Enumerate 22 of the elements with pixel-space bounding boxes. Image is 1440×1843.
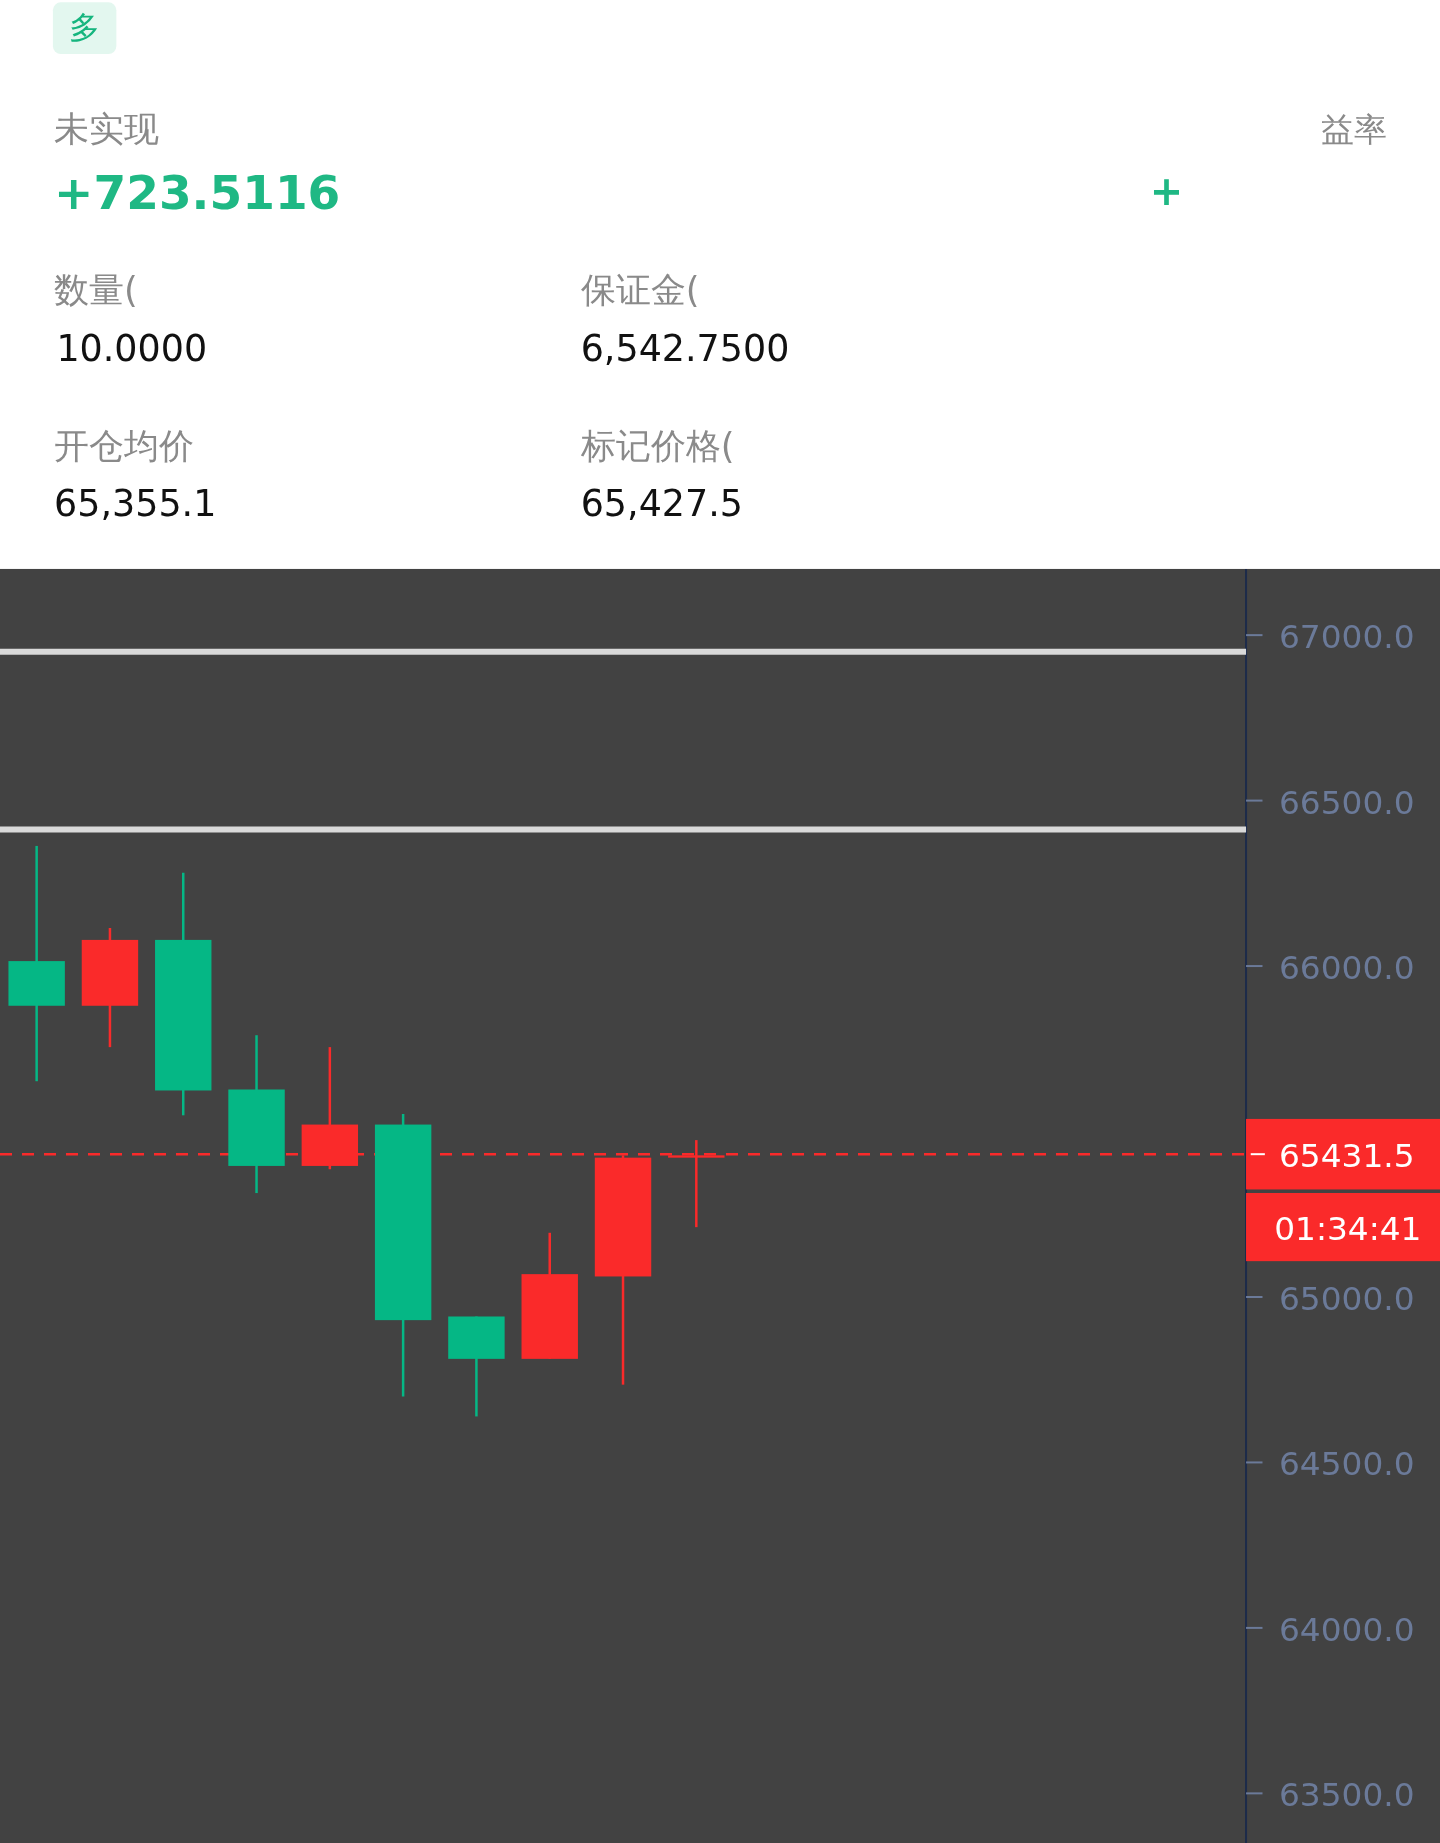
text: 标记价格( bbox=[579, 425, 735, 467]
text: 10.0000 bbox=[56, 326, 208, 370]
y-tick-label: 66000.0 bbox=[1278, 948, 1415, 987]
text: 保证金( bbox=[580, 269, 700, 311]
y-tick-label: 64500.0 bbox=[1278, 1445, 1415, 1484]
text: 65,427.5 bbox=[580, 482, 743, 526]
y-tick-label: 66500.0 bbox=[1278, 783, 1415, 822]
y-tick-label: 65000.0 bbox=[1278, 1279, 1415, 1318]
text: 多 bbox=[69, 9, 101, 45]
text: 数量( bbox=[54, 269, 138, 311]
y-tick-label: 64000.0 bbox=[1278, 1610, 1415, 1649]
text: 开仓均价 bbox=[54, 425, 195, 467]
text: + bbox=[1149, 167, 1184, 214]
text: 65,355.1 bbox=[54, 482, 217, 526]
text: 6,542.7500 bbox=[580, 326, 790, 370]
ref-line-label: 65431.5 bbox=[1278, 1137, 1415, 1176]
text: 01:34:41 bbox=[1274, 1210, 1422, 1248]
text: 益率 bbox=[1321, 110, 1388, 150]
y-tick-label: 63500.0 bbox=[1278, 1776, 1415, 1815]
y-tick-label: 67000.0 bbox=[1278, 618, 1415, 657]
text: +723.5116 bbox=[54, 165, 341, 221]
text: 未实现 bbox=[54, 108, 160, 150]
